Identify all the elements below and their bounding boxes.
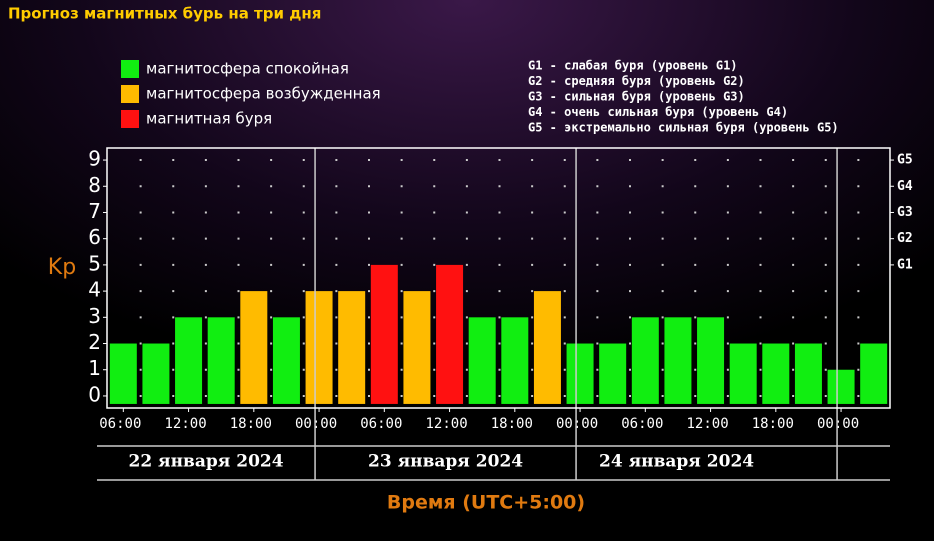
bar bbox=[794, 343, 822, 404]
y-tick-label: 2 bbox=[88, 330, 101, 354]
y-tick-label: 3 bbox=[88, 304, 101, 328]
bar bbox=[370, 264, 398, 404]
bar bbox=[175, 317, 203, 404]
bar bbox=[142, 343, 170, 404]
bar bbox=[599, 343, 627, 404]
y2-tick-label: G1 bbox=[897, 257, 913, 272]
x-tick-label: 00:00 bbox=[295, 416, 337, 432]
bar bbox=[827, 369, 855, 404]
storm-level-note: G2 - средняя буря (уровень G2) bbox=[528, 74, 745, 88]
y-tick-label: 5 bbox=[88, 251, 101, 275]
bar bbox=[338, 291, 366, 404]
x-tick-label: 06:00 bbox=[360, 416, 402, 432]
bar bbox=[566, 343, 594, 404]
x-tick-label: 12:00 bbox=[164, 416, 206, 432]
bar bbox=[860, 343, 888, 404]
x-tick-label: 18:00 bbox=[230, 416, 272, 432]
x-tick-label: 06:00 bbox=[621, 416, 663, 432]
day-label: 23 января 2024 bbox=[368, 452, 523, 472]
y-tick-label: 7 bbox=[88, 199, 101, 223]
bar bbox=[240, 291, 268, 404]
x-tick-label: 12:00 bbox=[425, 416, 467, 432]
bar bbox=[697, 317, 725, 404]
plot-frame bbox=[106, 147, 891, 409]
legend-swatch bbox=[121, 110, 139, 128]
bar bbox=[109, 343, 137, 404]
bar bbox=[403, 291, 431, 404]
bar bbox=[468, 317, 496, 404]
chart-title: Прогноз магнитных бурь на три дня bbox=[8, 5, 321, 23]
x-tick-label: 18:00 bbox=[752, 416, 794, 432]
legend-label: магнитосфера спокойная bbox=[146, 60, 349, 78]
y-axis-label: Kp bbox=[48, 255, 76, 280]
x-tick-label: 00:00 bbox=[556, 416, 598, 432]
bar bbox=[762, 343, 790, 404]
storm-level-note: G3 - сильная буря (уровень G3) bbox=[528, 90, 745, 104]
y2-tick-label: G2 bbox=[897, 231, 913, 246]
legend-swatch bbox=[121, 60, 139, 78]
x-tick-label: 12:00 bbox=[686, 416, 728, 432]
x-tick-label: 18:00 bbox=[491, 416, 533, 432]
bar bbox=[533, 291, 561, 404]
legend-swatch bbox=[121, 85, 139, 103]
day-label: 24 января 2024 bbox=[599, 452, 754, 472]
storm-level-note: G1 - слабая буря (уровень G1) bbox=[528, 59, 738, 73]
y2-tick-label: G4 bbox=[897, 179, 913, 194]
y-tick-label: 6 bbox=[88, 225, 101, 249]
day-label: 22 января 2024 bbox=[128, 452, 283, 472]
legend-label: магнитная буря bbox=[146, 110, 272, 128]
y-tick-label: 1 bbox=[88, 356, 101, 380]
bar bbox=[501, 317, 529, 404]
y2-tick-label: G5 bbox=[897, 153, 913, 168]
bar bbox=[631, 317, 659, 404]
y-tick-label: 0 bbox=[88, 382, 101, 406]
bar bbox=[436, 264, 464, 404]
bar bbox=[664, 317, 692, 404]
x-tick-label: 00:00 bbox=[817, 416, 859, 432]
bar bbox=[729, 343, 757, 404]
x-tick-label: 06:00 bbox=[99, 416, 141, 432]
y-tick-label: 8 bbox=[88, 173, 101, 197]
y-tick-label: 4 bbox=[88, 278, 101, 302]
legend-label: магнитосфера возбужденная bbox=[146, 85, 381, 103]
storm-level-note: G4 - очень сильная буря (уровень G4) bbox=[528, 105, 788, 119]
y2-tick-label: G3 bbox=[897, 205, 913, 220]
y-tick-label: 9 bbox=[88, 147, 101, 171]
bar bbox=[207, 317, 235, 404]
bar bbox=[305, 291, 333, 404]
storm-level-note: G5 - экстремально сильная буря (уровень … bbox=[528, 121, 839, 135]
bar bbox=[272, 317, 300, 404]
x-axis-label: Время (UTC+5:00) bbox=[387, 492, 585, 514]
